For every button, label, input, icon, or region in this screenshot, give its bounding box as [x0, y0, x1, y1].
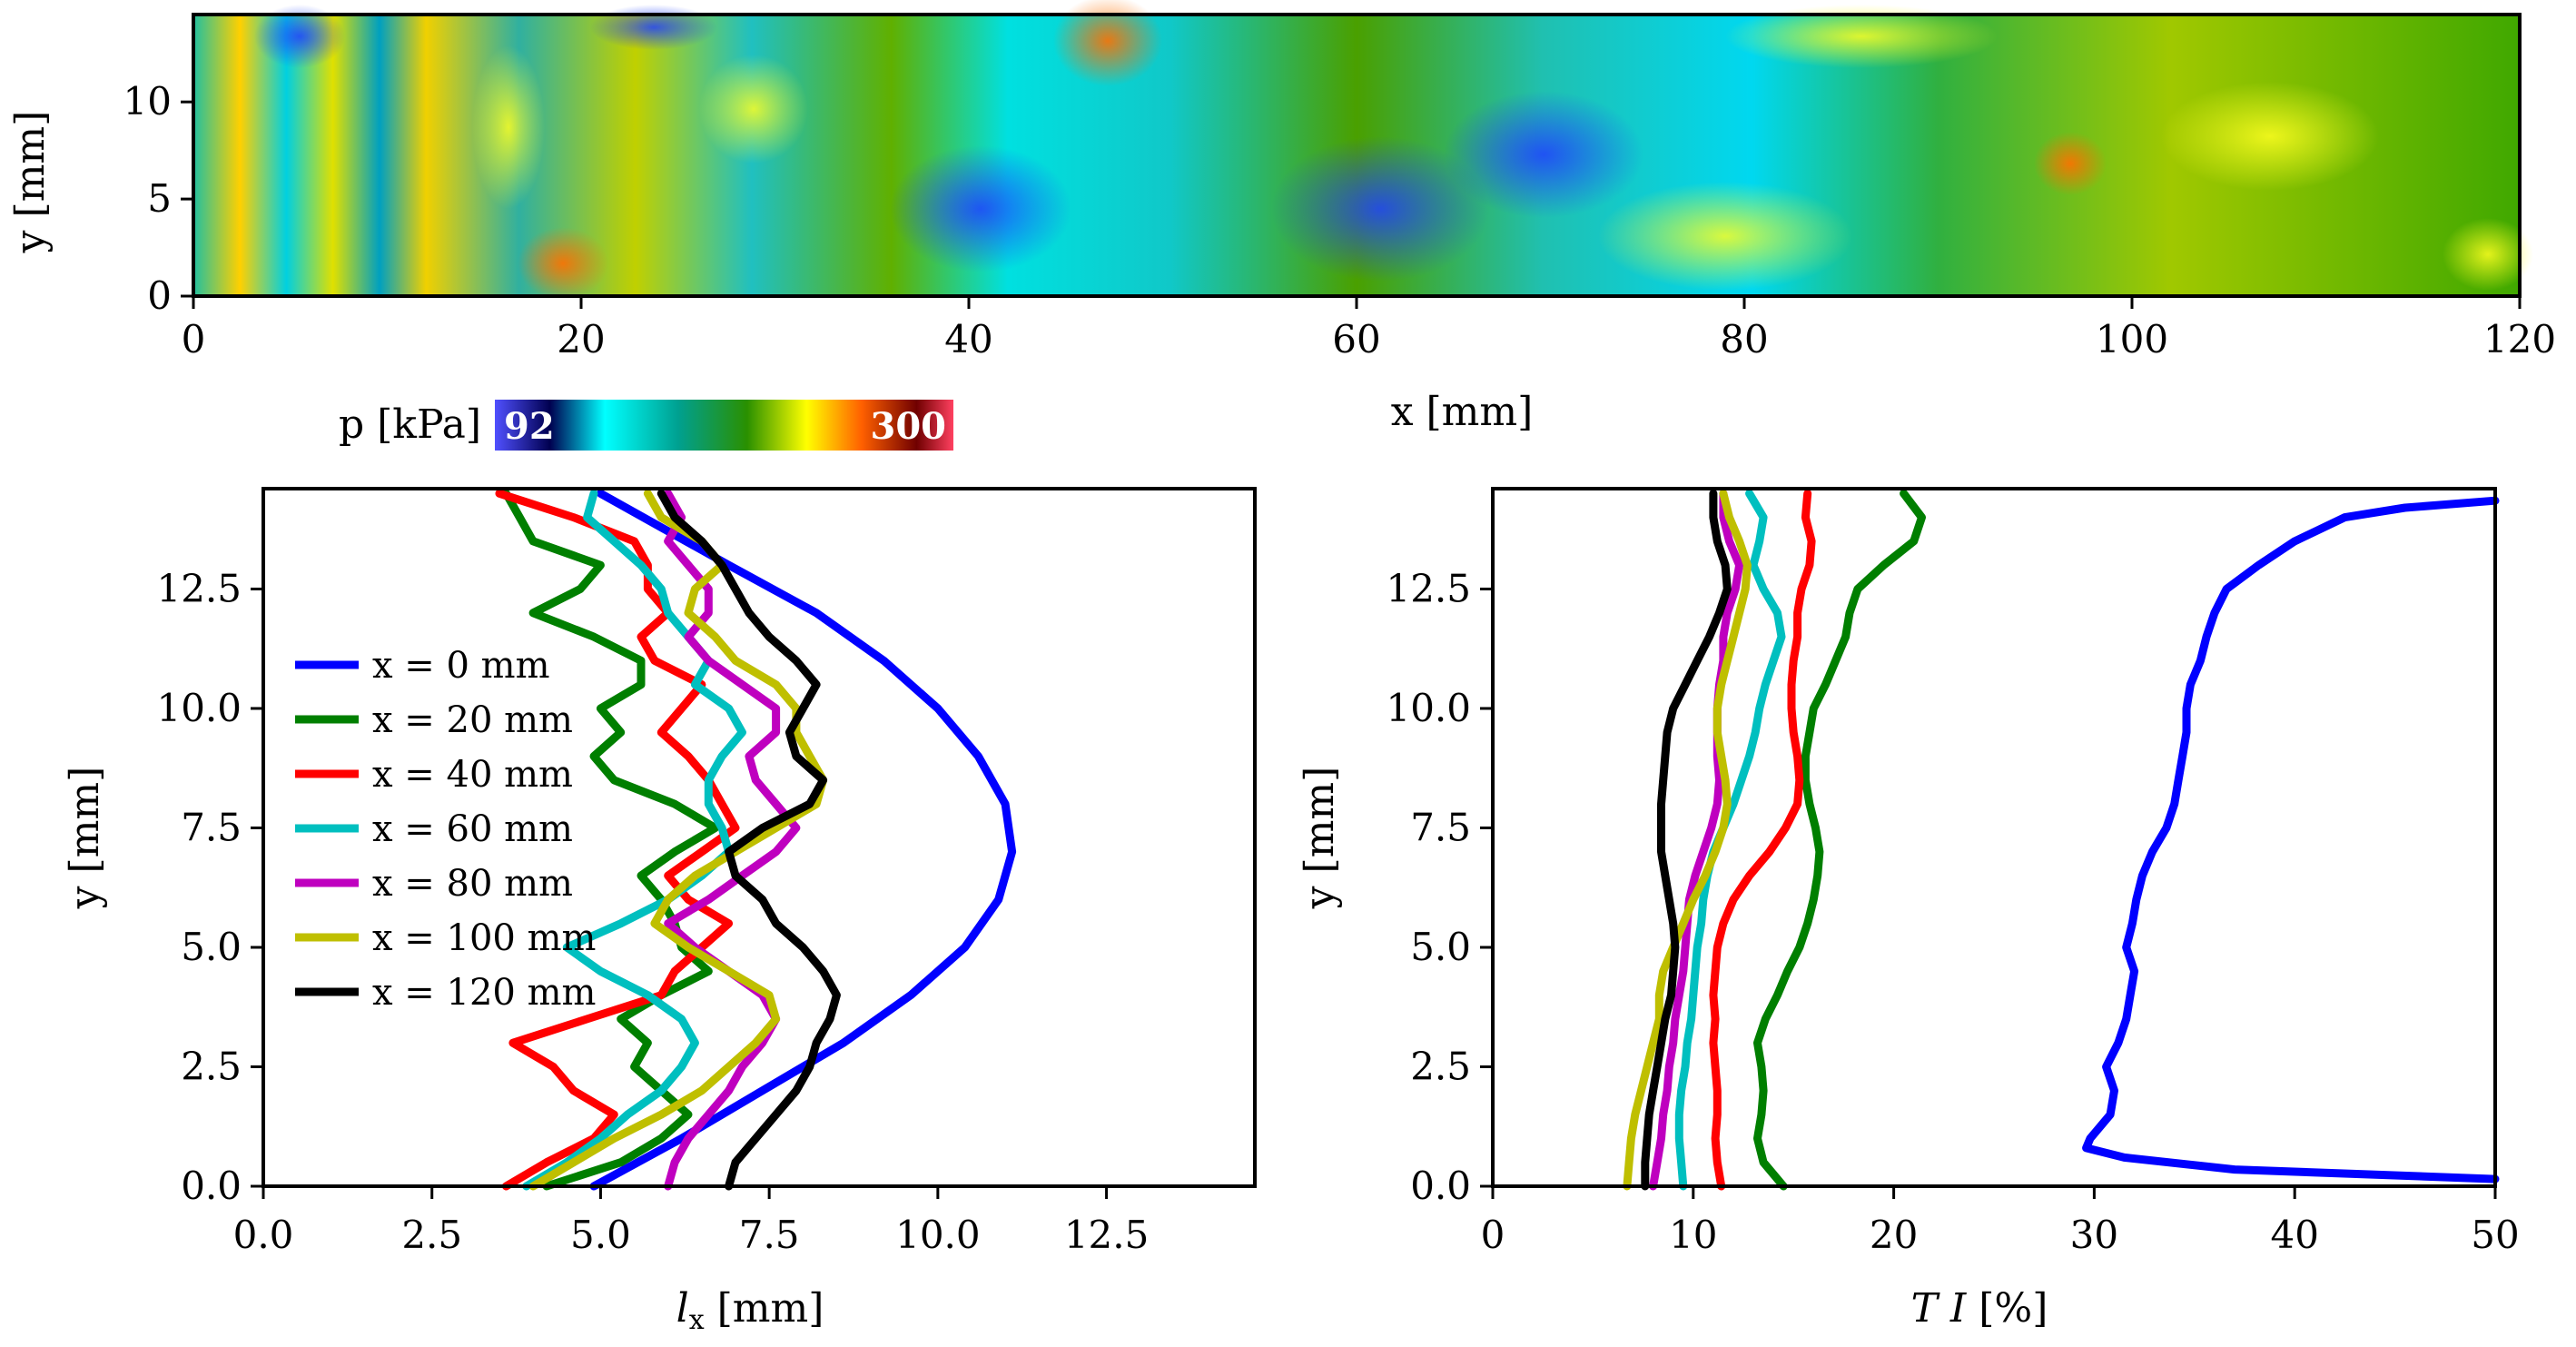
integral-length-y-ticks: 0.0 2.5 5.0 7.5 10.0 12.5 — [156, 566, 263, 1208]
series-line-4 — [664, 489, 801, 1191]
x-tick-label: 0 — [182, 317, 206, 362]
x-tick-label: 2.5 — [401, 1213, 462, 1257]
turbulence-intensity-x-axis-label: T I [%] — [1911, 1285, 2048, 1332]
x-tick-label: 5.0 — [570, 1213, 631, 1257]
series-line-0 — [2082, 496, 2500, 1184]
legend-entry-label: x = 0 mm — [372, 645, 550, 687]
x-tick-label: 120 — [2483, 317, 2556, 362]
x-tick-label: 60 — [1332, 317, 1380, 362]
x-tick-label: 0 — [1481, 1213, 1505, 1257]
series-line-1 — [501, 489, 720, 1191]
x-tick-label: 10 — [1669, 1213, 1717, 1257]
x-tick-label: 50 — [2471, 1213, 2519, 1257]
series-line-1 — [1753, 489, 1926, 1191]
y-tick-label: 0.0 — [181, 1164, 242, 1208]
pressure-field-x-ticks: 0 20 40 60 80 100 120 — [182, 296, 2556, 362]
colorbar-label: p [kPa] — [339, 401, 481, 448]
y-tick-label: 7.5 — [1410, 805, 1471, 849]
y-tick-label: 2.5 — [1410, 1044, 1471, 1088]
pressure-field-y-ticks: 0 5 10 — [123, 79, 193, 318]
x-tick-label: 7.5 — [739, 1213, 800, 1257]
integral-length-x-axis-label: lx [mm] — [676, 1285, 824, 1336]
legend: x = 0 mm x = 20 mm x = 40 mm x = 60 mm x = 8… — [295, 645, 596, 1014]
colorbar-min-label: 92 — [504, 405, 555, 448]
y-tick-label: 0.0 — [1410, 1164, 1471, 1208]
integral-length-y-axis-label: y [mm] — [62, 767, 108, 910]
legend-entry-label: x = 120 mm — [372, 972, 596, 1014]
series-line-5 — [1623, 489, 1752, 1191]
legend-entry-label: x = 40 mm — [372, 754, 573, 796]
x-tick-label: 20 — [557, 317, 605, 362]
turbulence-intensity-lines — [1623, 489, 2500, 1191]
x-tick-label: 0.0 — [233, 1213, 294, 1257]
integral-length-x-ticks: 0.0 2.5 5.0 7.5 10.0 12.5 — [233, 1186, 1150, 1257]
legend-entry-label: x = 20 mm — [372, 699, 573, 741]
y-tick-label: 10.0 — [156, 686, 242, 730]
y-tick-label: 0 — [147, 273, 172, 318]
x-tick-label: 80 — [1720, 317, 1768, 362]
pressure-field-panel: 0 20 40 60 80 100 120 0 5 10 x [mm] y [mm] p [kP… — [7, 0, 2556, 451]
turbulence-intensity-x-ticks: 0 10 20 30 40 50 — [1481, 1186, 2520, 1257]
legend-entry-label: x = 60 mm — [372, 808, 573, 850]
x-tick-label: 12.5 — [1064, 1213, 1150, 1257]
series-line-5 — [528, 489, 828, 1191]
y-tick-label: 10 — [123, 79, 172, 124]
y-tick-label: 2.5 — [181, 1044, 242, 1088]
series-line-4 — [1649, 489, 1744, 1191]
series-line-3 — [522, 489, 746, 1191]
y-tick-label: 5.0 — [181, 925, 242, 969]
y-tick-label: 5.0 — [1410, 925, 1471, 969]
pressure-field-features — [254, 0, 2533, 300]
x-tick-label: 40 — [944, 317, 992, 362]
y-tick-label: 7.5 — [181, 805, 242, 849]
turbulence-intensity-panel: 0 10 20 30 40 50 0.0 2.5 5.0 7.5 10.0 12.5 T I [%]… — [1297, 487, 2520, 1332]
pressure-field-y-axis-label: y [mm] — [7, 111, 54, 254]
integral-length-panel: 0.0 2.5 5.0 7.5 10.0 12.5 0.0 2.5 5.0 7.5 10.0 12.… — [62, 487, 1257, 1336]
x-tick-label: 100 — [2096, 317, 2168, 362]
x-tick-label: 30 — [2070, 1213, 2118, 1257]
integral-length-frame — [262, 487, 1257, 1188]
x-tick-label: 20 — [1870, 1213, 1918, 1257]
integral-length-lines — [495, 489, 1017, 1191]
y-tick-label: 5 — [147, 176, 172, 221]
turbulence-intensity-frame — [1491, 487, 2497, 1188]
series-line-2 — [1709, 489, 1816, 1191]
y-tick-label: 12.5 — [156, 566, 242, 610]
legend-entry-label: x = 80 mm — [372, 863, 573, 905]
pressure-field-x-axis-label: x [mm] — [1391, 389, 1534, 435]
y-tick-label: 12.5 — [1386, 566, 1471, 610]
series-line-6 — [656, 489, 841, 1191]
y-tick-label: 10.0 — [1386, 686, 1471, 730]
turbulence-intensity-y-ticks: 0.0 2.5 5.0 7.5 10.0 12.5 — [1386, 566, 1493, 1208]
x-tick-label: 10.0 — [895, 1213, 981, 1257]
turbulence-intensity-y-axis-label: y [mm] — [1297, 767, 1343, 910]
x-tick-label: 40 — [2270, 1213, 2318, 1257]
colorbar-max-label: 300 — [871, 405, 947, 448]
legend-entry-label: x = 100 mm — [372, 917, 596, 959]
series-line-0 — [589, 489, 1017, 1191]
colorbar — [495, 400, 953, 451]
series-line-6 — [1641, 489, 1732, 1191]
